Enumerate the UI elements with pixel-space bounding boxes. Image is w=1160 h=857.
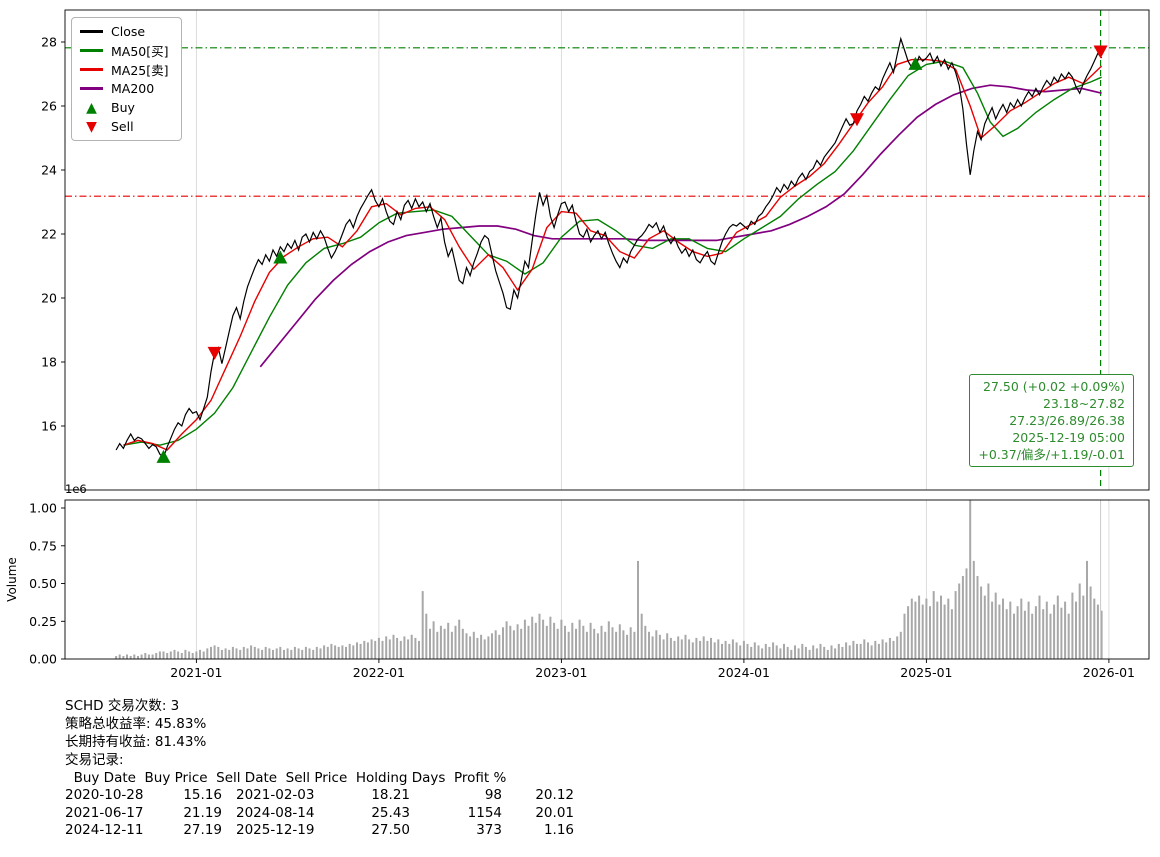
sell-marker-icon: ▼ xyxy=(86,118,97,135)
svg-text:26: 26 xyxy=(41,99,57,114)
legend-line-swatch xyxy=(80,49,103,52)
legend-item-ma200: MA200 xyxy=(80,81,169,96)
svg-text:2023-01: 2023-01 xyxy=(535,665,587,680)
price-volume-chart: 16 18 20 22 24 26 28 0.00 0.25 0.50 0.75 1.00 2021-0… xyxy=(5,9,1150,680)
svg-text:18: 18 xyxy=(41,355,57,370)
legend-label: MA25[卖] xyxy=(111,63,169,78)
legend-label: Sell xyxy=(111,119,134,134)
svg-text:2025-01: 2025-01 xyxy=(900,665,952,680)
annotation-price-line: 27.50 (+0.02 +0.09%) xyxy=(983,379,1125,394)
trade-cell: 2025-12-19 xyxy=(236,822,315,838)
trade-cell: 1.16 xyxy=(543,822,574,838)
svg-text:16: 16 xyxy=(41,419,57,434)
svg-text:2021-01: 2021-01 xyxy=(170,665,222,680)
trade-cell: 2021-02-03 xyxy=(236,787,315,803)
svg-text:22: 22 xyxy=(41,227,57,242)
svg-text:2022-01: 2022-01 xyxy=(353,665,405,680)
svg-text:2026-01: 2026-01 xyxy=(1083,665,1135,680)
strategy-summary: SCHD 交易次数: 3 策略总收益率: 45.83% 长期持有收益: 81.4… xyxy=(65,697,574,840)
trade-cell: 2021-06-17 xyxy=(65,804,144,821)
trade-cell: 2024-12-11 xyxy=(65,822,144,838)
trade-log-title: 交易记录: xyxy=(65,752,124,768)
legend-line-swatch xyxy=(80,30,103,33)
legend-label: Close xyxy=(111,24,146,39)
svg-text:2024-01: 2024-01 xyxy=(718,665,770,680)
trade-cell: 25.43 xyxy=(371,804,410,821)
svg-text:24: 24 xyxy=(41,163,57,178)
annotation-ma-line: 27.23/26.89/26.38 xyxy=(1009,413,1125,428)
hold-return-line: 长期持有收益: 81.43% xyxy=(65,734,207,750)
svg-text:1e6: 1e6 xyxy=(65,482,87,496)
trade-cell: 21.19 xyxy=(183,804,222,821)
trade-count-line: SCHD 交易次数: 3 xyxy=(65,698,180,714)
trade-cell: 27.50 xyxy=(371,822,410,838)
trades-table: 2020-10-28 15.16 2021-02-03 18.21 98 20.12 202… xyxy=(65,787,574,840)
svg-text:0.25: 0.25 xyxy=(29,614,57,629)
legend-label: MA50[买] xyxy=(111,44,169,59)
svg-text:0.75: 0.75 xyxy=(29,538,57,553)
legend-line-swatch xyxy=(80,68,103,71)
svg-text:20: 20 xyxy=(41,291,57,306)
legend-label: Buy xyxy=(111,100,135,115)
quote-annotation-box: 27.50 (+0.02 +0.09%) 23.18~27.82 27.23/2… xyxy=(969,374,1134,467)
legend-item-buy: ▲ Buy xyxy=(80,100,169,115)
trade-cell: 2020-10-28 xyxy=(65,787,144,803)
trade-cell: 27.19 xyxy=(183,822,222,838)
svg-text:0.50: 0.50 xyxy=(29,576,57,591)
trade-cell: 373 xyxy=(476,822,502,838)
svg-text:1.00: 1.00 xyxy=(29,501,57,516)
trade-cell: 18.21 xyxy=(371,787,410,803)
legend-item-close: Close xyxy=(80,24,169,39)
svg-text:0.00: 0.00 xyxy=(29,652,57,667)
trade-cell: 15.16 xyxy=(183,787,222,803)
legend-label: MA200 xyxy=(111,81,155,96)
legend: Close MA50[买] MA25[卖] MA200 ▲ Buy ▼ Sell xyxy=(71,17,182,141)
trade-cell: 1154 xyxy=(467,804,502,821)
legend-line-swatch xyxy=(80,87,103,90)
annotation-signal-line: +0.37/偏多/+1.19/-0.01 xyxy=(978,447,1125,462)
annotation-date-line: 2025-12-19 05:00 xyxy=(1012,430,1125,445)
trade-cell: 2024-08-14 xyxy=(236,804,315,821)
svg-text:Volume: Volume xyxy=(5,557,19,602)
svg-text:28: 28 xyxy=(41,35,57,50)
legend-item-ma50: MA50[买] xyxy=(80,43,169,59)
legend-item-sell: ▼ Sell xyxy=(80,119,169,134)
trade-cell: 20.01 xyxy=(535,804,574,821)
legend-item-ma25: MA25[卖] xyxy=(80,62,169,78)
trade-cell: 20.12 xyxy=(535,787,574,803)
trade-cell: 98 xyxy=(484,787,502,803)
trades-table-header: Buy Date Buy Price Sell Date Sell Price … xyxy=(65,770,507,786)
strategy-return-line: 策略总收益率: 45.83% xyxy=(65,716,207,732)
buy-marker-icon: ▲ xyxy=(86,99,97,116)
annotation-range-line: 23.18~27.82 xyxy=(1042,396,1125,411)
